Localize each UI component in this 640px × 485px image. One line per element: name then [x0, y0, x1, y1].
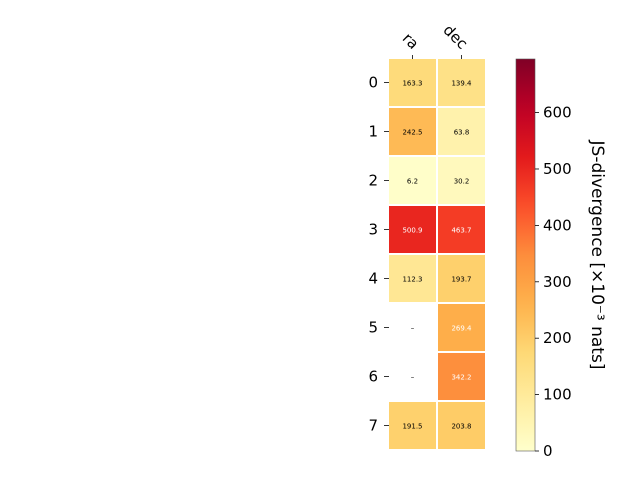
cell-rect — [389, 108, 436, 155]
cell-value-label: 269.4 — [451, 325, 472, 333]
cell-value-label: 193.7 — [451, 276, 471, 284]
colorbar-tick-label: 300 — [543, 273, 572, 291]
colorbar: 0 100 200 300 400 500 600 JS-divergence [×10⁻³ … — [515, 58, 607, 460]
cell-value-label: 139.4 — [451, 80, 472, 88]
cell-value-label: 6.2 — [407, 178, 418, 186]
cell-value-label: 203.8 — [451, 423, 471, 431]
heatmap-cell: 203.8 — [438, 402, 485, 449]
colorbar-tick-label: 100 — [543, 386, 572, 404]
cell-value-label: 163.3 — [402, 80, 422, 88]
heatmap-cell: 163.3 — [389, 59, 436, 106]
row-tick-label: 4 — [368, 270, 378, 288]
cell-value-label: 463.7 — [451, 227, 471, 235]
cell-rect — [438, 353, 485, 400]
cell-rect — [438, 206, 485, 253]
colorbar-gradient — [515, 58, 536, 452]
column-tick-label: ra — [399, 29, 423, 53]
colorbar-tick-label: 600 — [543, 104, 572, 122]
colorbar-tick-label: 0 — [543, 442, 553, 460]
cell-value-label: 112.3 — [402, 276, 422, 284]
missing-value-label: – — [411, 325, 415, 333]
cell-value-label: 191.5 — [402, 423, 422, 431]
cell-rect — [438, 402, 485, 449]
heatmap-cell: 112.3 — [389, 255, 436, 302]
row-tick-label: 6 — [368, 368, 378, 386]
heatmap-cell: 63.8 — [438, 108, 485, 155]
cell-rect — [389, 255, 436, 302]
cell-value-label: 242.5 — [402, 129, 422, 137]
row-tick-label: 2 — [368, 172, 378, 190]
heatmap-cell: – — [389, 304, 436, 351]
cell-rect — [389, 157, 436, 204]
heatmap-cell: 463.7 — [438, 206, 485, 253]
heatmap-cell: 139.4 — [438, 59, 485, 106]
colorbar-tick-label: 500 — [543, 160, 572, 178]
row-tick-label: 3 — [368, 221, 378, 239]
row-tick-labels: 0 1 2 3 4 5 6 7 — [368, 74, 389, 435]
heatmap-cell: 30.2 — [438, 157, 485, 204]
cell-rect — [438, 255, 485, 302]
cell-rect — [438, 108, 485, 155]
cell-rect — [389, 206, 436, 253]
colorbar-label: JS-divergence [×10⁻³ nats] — [587, 140, 607, 370]
empty-cell-rect — [389, 353, 436, 400]
row-tick-label: 7 — [368, 417, 378, 435]
colorbar-tick-label: 200 — [543, 329, 572, 347]
column-tick-label: dec — [440, 21, 472, 53]
heatmap-cell: 242.5 — [389, 108, 436, 155]
column-tick-labels: ra dec — [399, 21, 472, 59]
missing-value-label: – — [411, 374, 415, 382]
cell-rect — [438, 157, 485, 204]
colorbar-tick-label: 400 — [543, 216, 572, 234]
heatmap-cell: 6.2 — [389, 157, 436, 204]
heatmap-cell: 191.5 — [389, 402, 436, 449]
heatmap-cell: 500.9 — [389, 206, 436, 253]
cell-rect — [389, 59, 436, 106]
heatmap-cell: 193.7 — [438, 255, 485, 302]
cell-rect — [389, 402, 436, 449]
heatmap-cell: 269.4 — [438, 304, 485, 351]
heatmap-cell: 342.2 — [438, 353, 485, 400]
empty-cell-rect — [389, 304, 436, 351]
cell-value-label: 63.8 — [454, 129, 470, 137]
row-tick-label: 5 — [368, 319, 378, 337]
cell-value-label: 342.2 — [451, 374, 471, 382]
cell-rect — [438, 59, 485, 106]
heatmap-cells: 163.3 139.4 242.5 63.8 6.2 30.2 500.9 463.7 112.… — [389, 59, 485, 449]
row-tick-label: 1 — [368, 123, 378, 141]
cell-value-label: 500.9 — [402, 227, 422, 235]
heatmap-cell: – — [389, 353, 436, 400]
cell-rect — [438, 304, 485, 351]
row-tick-label: 0 — [368, 74, 378, 92]
cell-value-label: 30.2 — [454, 178, 470, 186]
